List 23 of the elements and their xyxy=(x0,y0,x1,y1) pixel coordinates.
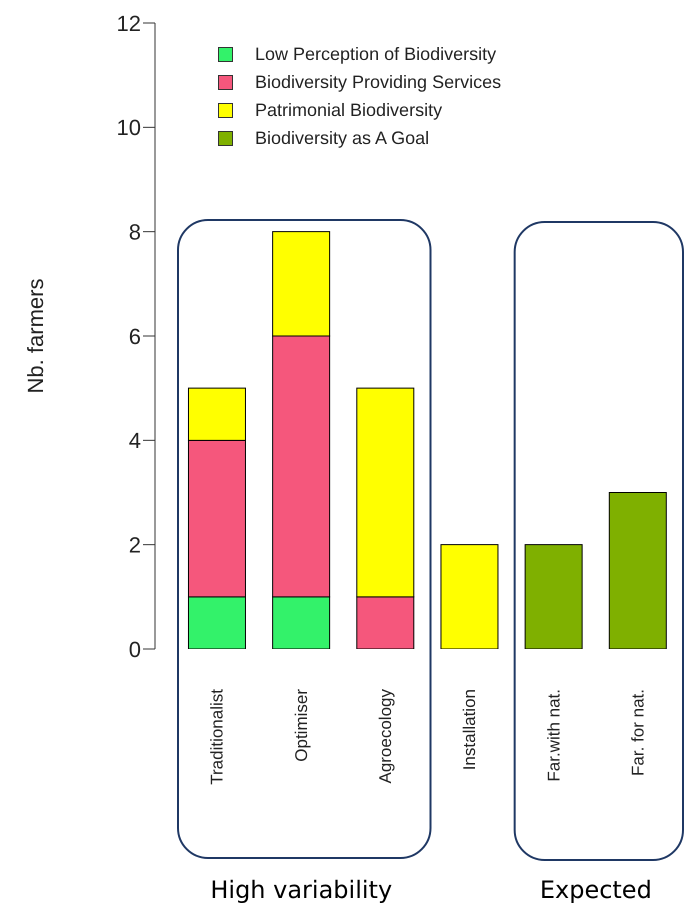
legend-label: Biodiversity as A Goal xyxy=(255,127,430,150)
x-tick-label: Far. for nat. xyxy=(628,689,648,776)
bar xyxy=(608,492,667,649)
text: Expected xyxy=(540,876,652,904)
text: High variability xyxy=(210,876,392,904)
x-tick-label: Installation xyxy=(460,689,480,770)
y-tick-label: 4 xyxy=(128,428,141,454)
y-tick-label: 2 xyxy=(128,532,141,558)
legend-label: Patrimonial Biodiversity xyxy=(255,99,442,122)
legend-label: Biodiversity Providing Services xyxy=(255,71,502,94)
x-tick-label: Optimiser xyxy=(292,688,311,762)
y-tick-label: 12 xyxy=(116,10,141,36)
y-axis-title: Nb. farmers xyxy=(22,278,48,394)
bar xyxy=(440,544,498,649)
x-tick-label: Far.with nat. xyxy=(544,689,564,782)
y-tick-label: 10 xyxy=(116,115,141,140)
y-tick-label: 8 xyxy=(128,219,141,244)
x-tick-label: Agroecology xyxy=(376,688,395,784)
y-tick-label: 0 xyxy=(128,636,141,662)
x-tick-label: Traditionalist xyxy=(208,688,227,785)
legend-label: Low Perception of Biodiversity xyxy=(255,43,496,66)
bar xyxy=(524,544,583,649)
y-tick-label: 6 xyxy=(128,324,141,349)
